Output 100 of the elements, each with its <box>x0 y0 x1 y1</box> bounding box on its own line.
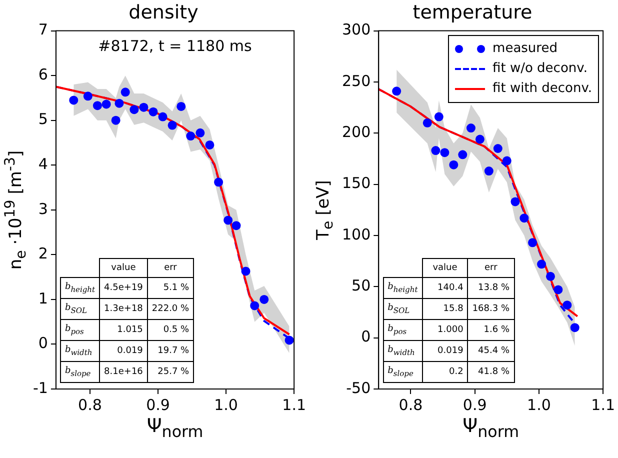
point <box>148 107 158 116</box>
annotation: 168.3 % <box>468 298 514 320</box>
annotation: 222.0 % <box>147 298 194 320</box>
point <box>260 294 269 304</box>
x-tick-label: 1.0 <box>214 396 238 414</box>
annotation: 0.5 % <box>147 320 194 340</box>
point <box>232 221 241 230</box>
y-tick-label: 300 <box>342 20 371 39</box>
point <box>130 105 139 114</box>
y-tick-label: 100 <box>342 225 371 244</box>
point <box>158 112 168 122</box>
y-tick-label: 150 <box>342 174 371 192</box>
point <box>250 301 260 310</box>
point <box>520 214 529 223</box>
point <box>120 88 130 97</box>
annotation: b$_{height}$ <box>60 278 100 298</box>
point <box>102 100 111 109</box>
annotation: b$_{SOL}$ <box>383 298 422 320</box>
y-tick-label: 200 <box>342 123 371 142</box>
point <box>484 166 494 176</box>
point <box>458 150 468 160</box>
y-tick-label: 1 <box>38 289 48 308</box>
point <box>92 101 102 110</box>
point <box>196 128 205 138</box>
chart-subtitle: #8172, t = 1180 ms <box>98 36 252 55</box>
y-tick-label: 0 <box>38 334 48 352</box>
annotation: b$_{pos}$ <box>60 320 100 340</box>
legend-label: fit with deconv. <box>492 81 592 96</box>
point <box>205 140 214 150</box>
annotation: 41.8 % <box>468 362 514 382</box>
point <box>570 323 580 332</box>
x-tick-label: 0.9 <box>462 396 487 414</box>
annotation: 15.8 <box>422 298 468 320</box>
point <box>546 272 555 281</box>
x-axis-title: Ψ$_{norm}$ <box>462 415 520 441</box>
annotation: 1.3e+18 <box>100 298 148 320</box>
x-tick-label: 0.8 <box>398 396 423 414</box>
annotation: value <box>422 258 468 278</box>
x-tick-label: 0.9 <box>146 396 170 414</box>
point <box>241 266 250 276</box>
point <box>168 120 177 130</box>
point <box>440 148 450 158</box>
point <box>176 102 186 111</box>
point <box>510 197 520 206</box>
x-axis-title: Ψ$_{norm}$ <box>146 415 204 441</box>
y-tick-label: -50 <box>346 378 371 397</box>
annotation: b$_{width}$ <box>60 340 100 362</box>
point <box>502 156 512 166</box>
point <box>69 96 78 105</box>
point <box>114 98 124 108</box>
annotation: 45.4 % <box>468 340 514 362</box>
point <box>449 160 458 170</box>
point <box>139 102 148 112</box>
point <box>562 300 572 310</box>
annotation: 13.8 % <box>468 278 514 298</box>
annotation: 5.1 % <box>147 278 194 298</box>
y-tick-label: -1 <box>32 378 48 397</box>
point <box>528 238 538 248</box>
point <box>493 144 502 153</box>
annotation: 1.6 % <box>468 320 514 340</box>
point <box>422 118 432 128</box>
annotation: b$_{height}$ <box>383 278 422 298</box>
y-tick-label: 5 <box>38 110 48 128</box>
annotation: 0.019 <box>422 340 468 362</box>
point <box>214 178 224 187</box>
annotation: 19.7 % <box>147 340 194 362</box>
x-tick-label: 0.8 <box>78 396 102 414</box>
annotation: b$_{SOL}$ <box>60 298 100 320</box>
x-tick-label: 1.1 <box>591 396 615 414</box>
y-tick-label: 250 <box>342 72 371 90</box>
point <box>475 134 484 144</box>
annotation: 8.1e+16 <box>100 362 148 382</box>
point <box>284 336 294 345</box>
point <box>537 260 546 269</box>
point <box>431 146 440 156</box>
annotation: b$_{slope}$ <box>60 362 100 382</box>
chart-title: temperature <box>412 1 532 24</box>
y-tick-label: 4 <box>38 155 48 174</box>
legend-label: measured <box>492 41 558 56</box>
point <box>434 112 444 122</box>
legend-label: fit w/o deconv. <box>492 61 588 76</box>
x-tick-label: 1.1 <box>282 396 306 414</box>
annotation: b$_{width}$ <box>383 340 422 362</box>
y-tick-label: 0 <box>361 328 371 346</box>
point <box>83 92 92 101</box>
y-tick-label: 6 <box>38 65 48 84</box>
annotation: 1.015 <box>100 320 148 340</box>
y-tick-label: 7 <box>38 20 48 39</box>
annotation: err <box>147 258 194 278</box>
annotation: b$_{slope}$ <box>383 362 422 382</box>
annotation: 1.000 <box>422 320 468 340</box>
x-tick-label: 1.0 <box>527 396 551 414</box>
annotation: 25.7 % <box>147 362 194 382</box>
y-tick-label: 2 <box>38 244 48 263</box>
point <box>392 86 402 96</box>
annotation: 0.019 <box>100 340 148 362</box>
annotation: err <box>468 258 514 278</box>
annotation: b$_{pos}$ <box>383 320 422 340</box>
annotation: 0.2 <box>422 362 468 382</box>
y-tick-label: 3 <box>38 200 48 218</box>
